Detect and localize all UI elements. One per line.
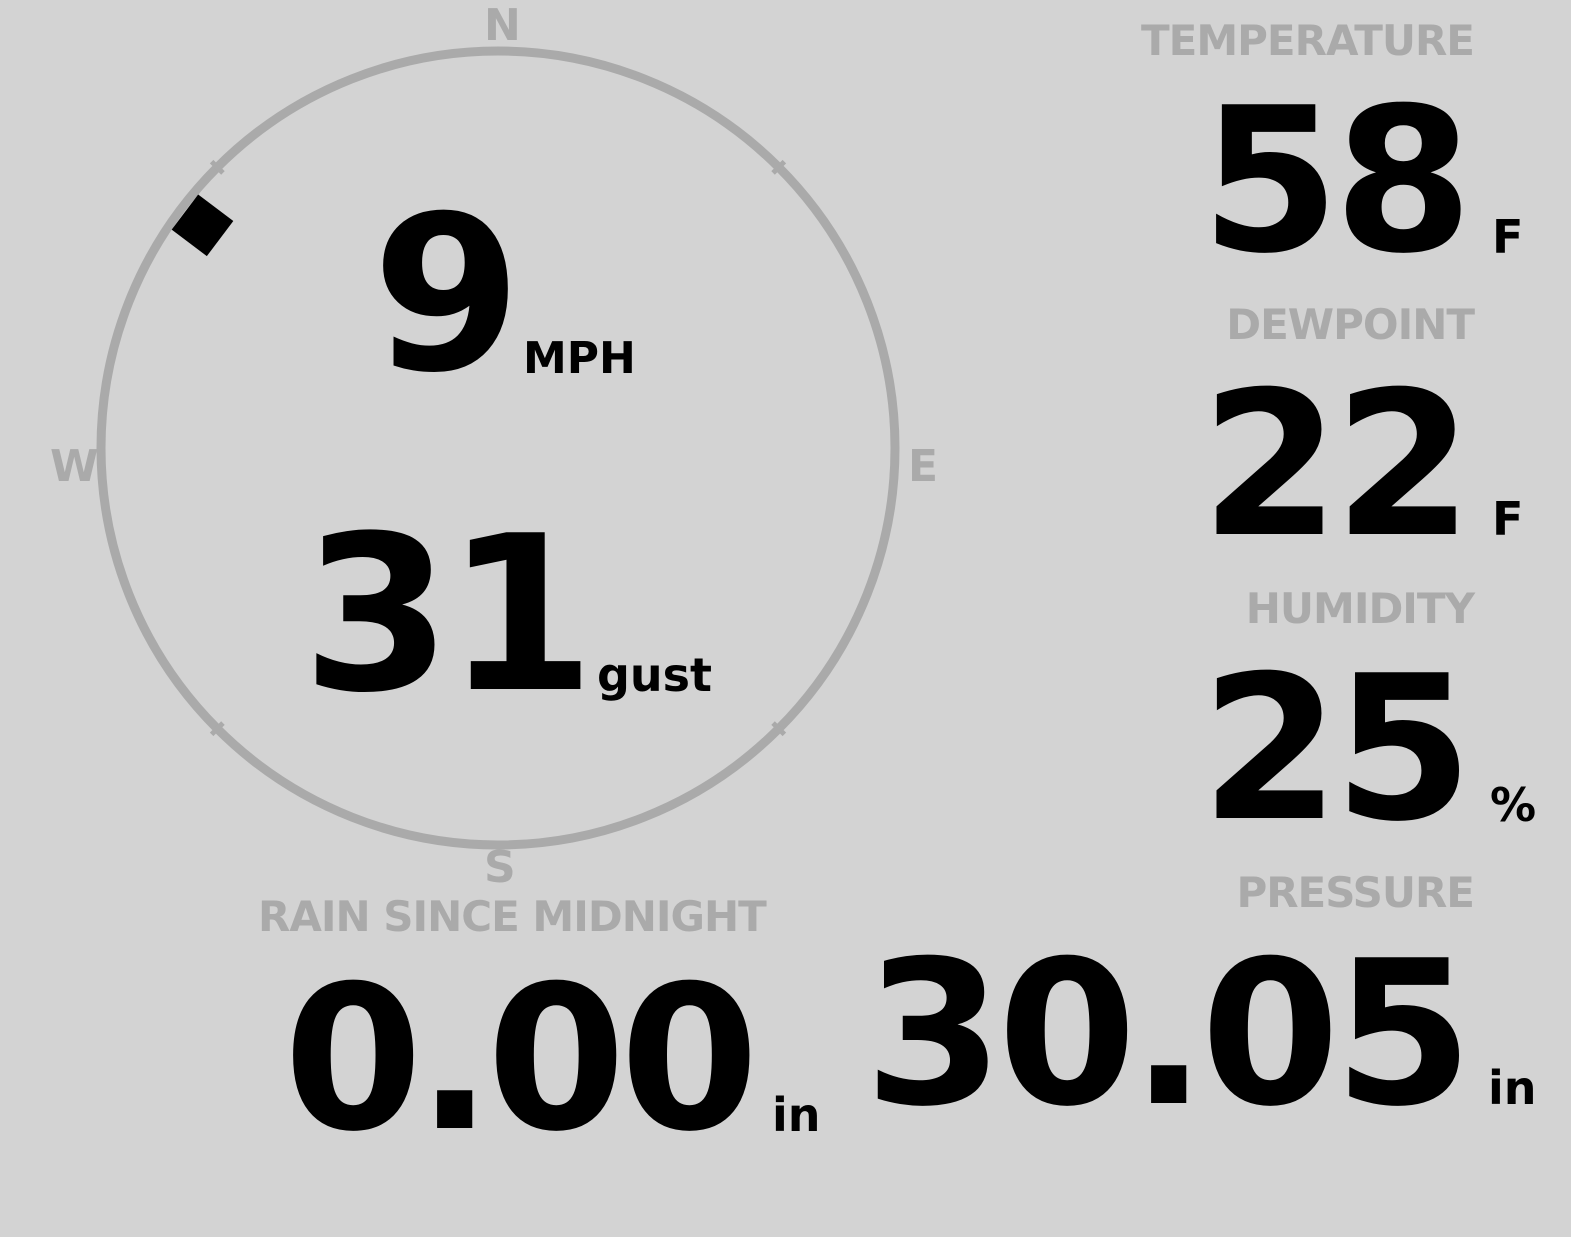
temperature-unit: F (1492, 210, 1524, 264)
humidity-label: HUMIDITY (1245, 584, 1475, 633)
temperature-label: TEMPERATURE (1141, 16, 1475, 65)
compass-west-label: W (50, 441, 99, 492)
temperature-value: 58 (1200, 65, 1473, 298)
rain-value: 0.00 (283, 943, 759, 1176)
rain-label: RAIN SINCE MIDNIGHT (258, 892, 767, 941)
humidity-unit: % (1490, 778, 1537, 832)
compass-ring (96, 46, 900, 850)
wind-speed-value: 9 (372, 169, 522, 420)
compass-south-label: S (484, 842, 516, 893)
dewpoint-value: 22 (1200, 349, 1473, 582)
compass-tick (209, 721, 225, 737)
dewpoint-label: DEWPOINT (1226, 300, 1475, 349)
humidity-value: 25 (1200, 633, 1473, 866)
wind-speed-unit: MPH (523, 333, 636, 384)
compass-north-label: N (484, 0, 521, 51)
dewpoint-unit: F (1492, 492, 1524, 546)
wind-direction-marker (171, 194, 234, 257)
compass-tick (771, 721, 787, 737)
rain-unit: in (772, 1088, 821, 1142)
pressure-label: PRESSURE (1236, 868, 1475, 917)
wind-gust-label: gust (597, 648, 713, 702)
compass-tick (771, 159, 787, 175)
wind-gust-value: 31 (302, 489, 595, 740)
pressure-value: 30.05 (864, 918, 1473, 1151)
compass-tick (209, 159, 225, 175)
compass-east-label: E (908, 441, 939, 492)
pressure-unit: in (1488, 1061, 1537, 1115)
